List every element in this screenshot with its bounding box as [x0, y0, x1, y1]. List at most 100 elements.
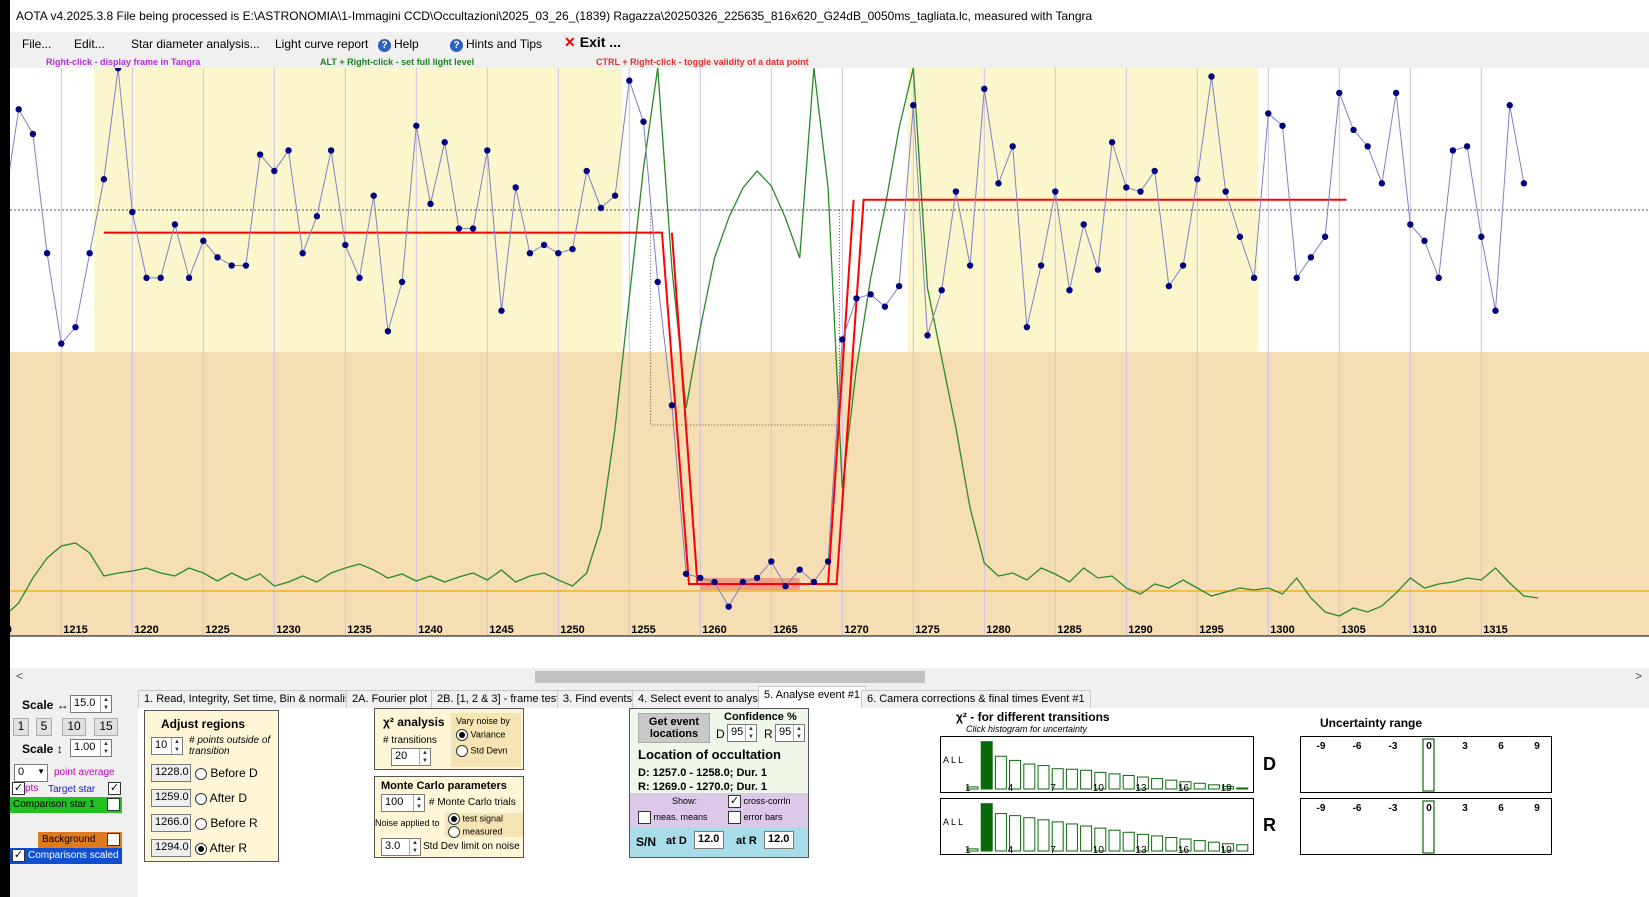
light-curve-chart[interactable]: 0 1215 1220 1225 1230 1235 1240 1245 1250 1255 126…	[10, 68, 1649, 668]
spinner-arrows-icon[interactable]: ▲ ▼	[413, 795, 424, 811]
data-point	[1435, 274, 1442, 282]
d-histogram-bar	[1222, 785, 1235, 790]
data-point	[555, 250, 562, 257]
tab-find-events[interactable]: 3. Find events	[557, 690, 639, 708]
cross-corr-option[interactable]: ✓ cross-corrln	[728, 795, 791, 808]
data-point	[711, 578, 718, 586]
scroll-left-arrow[interactable]: <	[16, 669, 24, 683]
tab-fourier[interactable]: 2A. Fourier plot	[346, 690, 434, 708]
d-histogram-bar	[966, 786, 979, 790]
cross-corr-checkbox[interactable]: ✓	[728, 795, 741, 808]
after-d-radio[interactable]	[195, 792, 207, 805]
monte-carlo-title: Monte Carlo parameters	[381, 780, 507, 792]
transitions-spinner[interactable]: 20 ▲ ▼	[391, 748, 431, 766]
after-d-option[interactable]: After D	[195, 791, 247, 805]
r-histogram-bar	[1009, 815, 1022, 852]
test-signal-option[interactable]: test signal	[448, 813, 503, 825]
spinner-arrows-icon[interactable]: ▲ ▼	[409, 839, 420, 855]
points-outside-label: # points outside of transition	[189, 735, 271, 757]
confidence-r-spinner[interactable]: 95 ▲ ▼	[775, 724, 805, 742]
data-point	[1179, 262, 1187, 269]
menu-help[interactable]: ? Help	[378, 37, 419, 52]
spinner-arrows-icon[interactable]: ▲ ▼	[745, 725, 756, 741]
control-panel: Scale ↔ 15.0 ▲ ▼ 1 5 10 15 Scale ↕ 1.00 ▲ ▼ …	[10, 686, 1649, 897]
chevron-down-icon: ▼	[37, 767, 45, 776]
after-r-radio[interactable]	[195, 842, 207, 855]
error-bars-option[interactable]: error bars	[728, 811, 783, 824]
confidence-d-spinner[interactable]: 95 ▲ ▼	[727, 724, 757, 742]
noise-applied-label: Noise applied to	[375, 818, 440, 828]
sn-at-r-value[interactable]: 12.0	[764, 831, 794, 849]
menu-edit[interactable]: Edit...	[74, 37, 105, 51]
std-limit-spinner[interactable]: 3.0 ▲ ▼	[381, 838, 421, 856]
menu-star-diameter[interactable]: Star diameter analysis...	[131, 37, 260, 51]
before-r-radio[interactable]	[195, 817, 207, 830]
data-point	[242, 262, 250, 269]
menu-light-curve-report[interactable]: Light curve report	[275, 37, 369, 51]
menu-file[interactable]: File...	[22, 37, 52, 51]
comparison-star-checkbox[interactable]	[107, 798, 120, 811]
std-devn-option[interactable]: Std Devn	[456, 745, 508, 757]
variance-option[interactable]: Variance	[456, 729, 505, 741]
menu-hints[interactable]: ? Hints and Tips	[450, 37, 542, 52]
d-histogram[interactable]: A L L 1 4 7 10 13 16 19	[940, 736, 1254, 794]
target-star-checkbox[interactable]: ✓	[108, 782, 121, 795]
spinner-arrows-icon[interactable]: ▲ ▼	[171, 738, 182, 754]
tab-select-event[interactable]: 4. Select event to analyse	[632, 690, 770, 708]
x-tick-label: 0	[10, 624, 12, 636]
points-outside-spinner[interactable]: 10 ▲ ▼	[151, 737, 183, 755]
tab-read[interactable]: 1. Read, Integrity, Set time, Bin & norm…	[138, 690, 363, 708]
pts-checkbox[interactable]: ✓	[12, 782, 25, 795]
std-devn-radio[interactable]	[456, 745, 468, 757]
point-average-select[interactable]: 0 ▼	[14, 764, 48, 782]
r-histogram-bar	[1165, 836, 1178, 852]
x-tick-label: 1290	[1128, 624, 1152, 636]
data-point	[1052, 188, 1059, 195]
spinner-arrows-icon[interactable]: ▲ ▼	[100, 740, 111, 756]
r-uncertainty-range-box	[1422, 800, 1435, 854]
tab-frame-test[interactable]: 2B. [1, 2 & 3] - frame test	[431, 690, 566, 708]
comparisons-scaled-checkbox[interactable]: ✓	[12, 849, 25, 862]
data-point	[810, 578, 818, 586]
tab-analyse-event[interactable]: 5. Analyse event #1	[758, 686, 867, 708]
after-r-option[interactable]: After R	[195, 841, 247, 855]
adjust-regions-title: Adjust regions	[161, 717, 246, 731]
data-point	[129, 208, 136, 216]
scale-button-15[interactable]: 15	[94, 718, 118, 736]
spinner-arrows-icon[interactable]: ▲ ▼	[100, 696, 111, 712]
background-checkbox[interactable]	[107, 833, 120, 846]
scale-vertical-spinner[interactable]: 1.00 ▲ ▼	[70, 739, 112, 757]
chi2-hist-subtitle: Click histogram for uncertainty	[966, 724, 1088, 734]
test-signal-radio[interactable]	[448, 813, 460, 825]
error-bars-checkbox[interactable]	[728, 811, 741, 824]
data-point	[597, 204, 605, 212]
meas-means-checkbox[interactable]	[638, 811, 651, 824]
scale-button-5[interactable]: 5	[36, 718, 52, 736]
spinner-arrows-icon[interactable]: ▲ ▼	[793, 725, 804, 741]
scale-button-10[interactable]: 10	[62, 718, 86, 736]
before-r-option[interactable]: Before R	[195, 816, 258, 830]
get-event-locations-button[interactable]: Get event locations	[638, 713, 710, 743]
horizontal-scrollbar[interactable]: < >	[10, 668, 1649, 686]
scroll-thumb[interactable]	[535, 671, 925, 683]
variance-radio[interactable]	[456, 729, 468, 741]
data-point	[1321, 233, 1329, 240]
x-tick-label: 1215	[63, 624, 87, 636]
meas-means-option[interactable]: meas. means	[638, 811, 708, 824]
measured-radio[interactable]	[448, 826, 460, 838]
measured-option[interactable]: measured	[448, 826, 503, 838]
before-d-option[interactable]: Before D	[195, 766, 258, 780]
r-histogram[interactable]: A L L 1 4 7 10 13 16 19	[940, 798, 1254, 856]
scale-horizontal-spinner[interactable]: 15.0 ▲ ▼	[70, 695, 112, 713]
before-d-radio[interactable]	[195, 767, 207, 780]
tab-camera-corrections[interactable]: 6. Camera corrections & final times Even…	[861, 690, 1091, 708]
spinner-arrows-icon[interactable]: ▲ ▼	[419, 749, 430, 765]
scroll-right-arrow[interactable]: >	[1635, 669, 1643, 683]
after-r-value: 1294.0	[151, 839, 191, 857]
menu-exit[interactable]: ✕ Exit ...	[564, 34, 621, 51]
scale-button-1[interactable]: 1	[13, 718, 29, 736]
trials-spinner[interactable]: 100 ▲ ▼	[381, 794, 425, 812]
x-tick-label: 1225	[205, 624, 229, 636]
r-histogram-bar	[1051, 821, 1064, 852]
sn-at-d-value[interactable]: 12.0	[694, 831, 724, 849]
